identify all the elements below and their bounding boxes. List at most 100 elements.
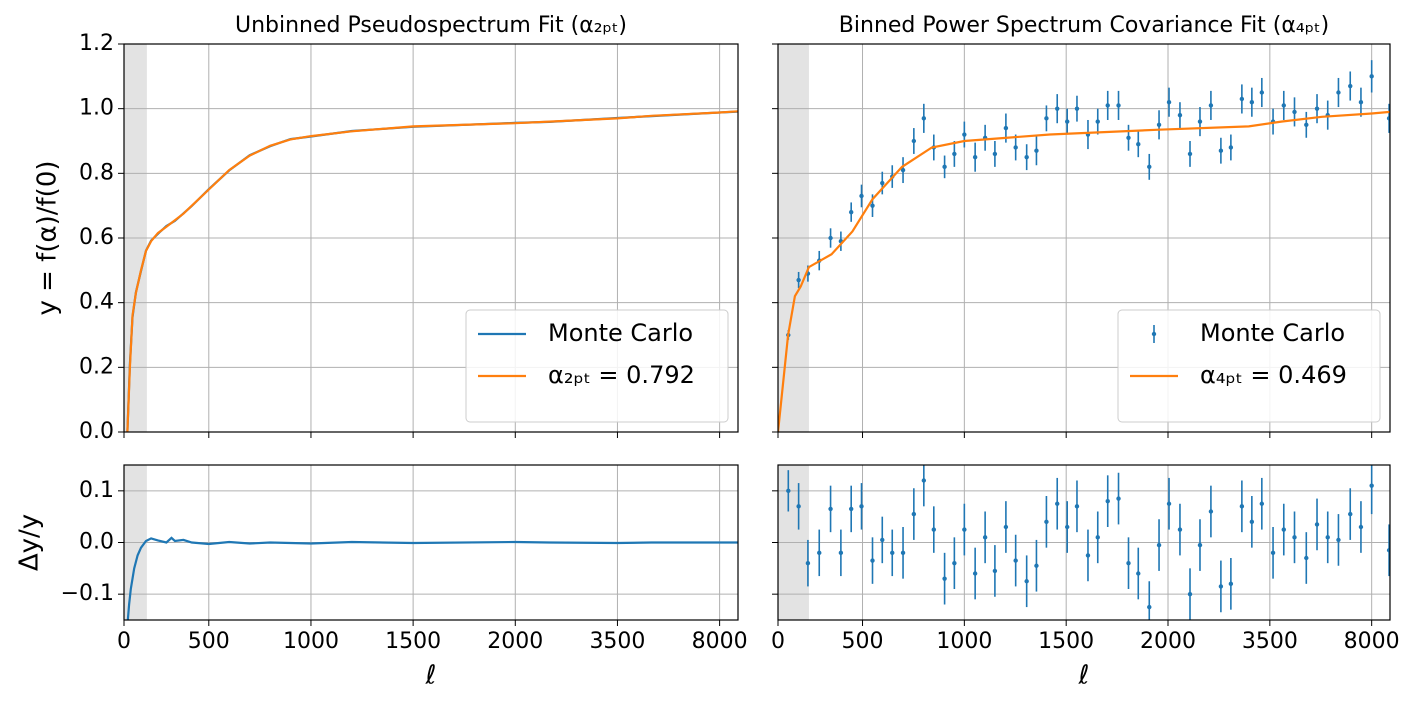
data-point (942, 576, 947, 581)
data-point (1126, 135, 1131, 140)
data-point (1166, 501, 1172, 506)
data-point (1386, 548, 1390, 553)
data-point (1044, 519, 1049, 525)
data-point (1228, 581, 1234, 587)
panel: 0.0 0.2 0.4 0.6 0.8 1.0 1.2 Unbinned Pseudospec… (33, 13, 739, 444)
legend: Monte Carlo α₄ₚₜ = 0.469 (1117, 309, 1381, 423)
data-point (1105, 103, 1110, 108)
legend-label: Monte Carlo (548, 319, 693, 347)
data-point (900, 167, 906, 173)
x-tick-label: 1000 (936, 629, 992, 654)
data-point (1074, 504, 1080, 509)
series-line (126, 536, 738, 620)
data-point (1259, 90, 1265, 95)
x-tick-label: 3500 (589, 629, 645, 654)
y-tick-label: 0.2 (79, 354, 114, 379)
data-point (1292, 535, 1297, 540)
plot-area (778, 60, 1390, 432)
data-point (1386, 116, 1390, 121)
legend-box (1117, 309, 1381, 423)
data-point (1314, 106, 1320, 111)
data-point (1024, 154, 1029, 160)
panel-title: Unbinned Pseudospectrum Fit (α₂ₚₜ) (235, 13, 627, 38)
x-tick-label: 1000 (283, 629, 339, 654)
legend-box (465, 309, 729, 423)
data-point (1116, 496, 1121, 501)
data-point (1208, 509, 1214, 514)
x-tick-label: 2000 (1140, 629, 1196, 654)
data-point (1218, 148, 1224, 153)
legend-label: α₂ₚₜ = 0.792 (548, 361, 695, 389)
data-point (1024, 579, 1029, 584)
legend: Monte Carlo α₂ₚₜ = 0.792 (465, 309, 729, 423)
x-tick-label: 500 (188, 629, 230, 654)
y-tick-label: 0.4 (79, 290, 114, 315)
data-point (1304, 555, 1309, 561)
panel: 0 500 1000 1500 2000 3500 8000 ℓ (771, 464, 1400, 691)
x-axis-label: ℓ (425, 661, 437, 691)
data-point (859, 193, 864, 199)
panel-title: Binned Power Spectrum Covariance Fit (α₄… (839, 13, 1329, 38)
data-point (870, 558, 875, 563)
x-tick-label: 500 (842, 629, 884, 654)
data-point (786, 488, 791, 494)
data-point (1239, 504, 1245, 509)
data-point (1336, 537, 1341, 543)
data-point (952, 151, 957, 157)
x-tick-label: 8000 (1344, 629, 1400, 654)
data-point (1034, 148, 1039, 153)
data-point (1013, 558, 1018, 563)
x-tick-label: 3500 (1242, 629, 1298, 654)
data-point (1249, 100, 1255, 105)
data-point (1136, 571, 1141, 576)
data-point (1369, 74, 1374, 79)
data-point (942, 164, 947, 170)
data-point (1259, 501, 1265, 506)
data-point (1325, 535, 1330, 540)
data-point (1034, 563, 1039, 568)
data-point (1281, 527, 1286, 532)
data-point (796, 277, 801, 283)
data-point (1208, 103, 1214, 108)
data-point (1187, 151, 1193, 157)
data-point (1156, 542, 1162, 548)
data-point (828, 235, 833, 241)
data-point (1013, 145, 1018, 150)
y-tick-label: 0.0 (79, 419, 114, 444)
data-point (972, 571, 978, 576)
data-point (880, 180, 885, 186)
axes-frame (777, 43, 1391, 433)
series-line (778, 110, 1390, 432)
data-point (870, 203, 875, 208)
x-tick-label: 0 (117, 629, 131, 654)
data-point (921, 116, 927, 121)
data-point (900, 550, 906, 556)
data-point (828, 506, 833, 512)
data-point (1336, 90, 1341, 95)
data-point (1187, 591, 1193, 597)
data-point (1064, 119, 1070, 124)
legend-swatch (1151, 331, 1157, 337)
data-point (1044, 116, 1049, 121)
x-tick-label: 2000 (487, 629, 543, 654)
x-tick-label: 1500 (1038, 629, 1094, 654)
data-point (1166, 100, 1172, 105)
data-point (1177, 527, 1183, 532)
data-point (859, 504, 864, 509)
y-tick-label: 0.6 (79, 225, 114, 250)
y-tick-label: 0.0 (79, 530, 114, 555)
data-point (1156, 122, 1162, 128)
data-point (817, 550, 822, 556)
plot-area (126, 536, 738, 620)
plot-area (786, 465, 1390, 620)
x-axis-label: ℓ (1078, 661, 1090, 691)
y-axis-label: Δy/y (15, 514, 45, 571)
data-point (1055, 501, 1060, 506)
data-point (1177, 112, 1183, 118)
data-point (1358, 100, 1364, 105)
data-point (1314, 522, 1320, 527)
data-point (962, 527, 967, 532)
data-point (848, 209, 854, 215)
data-point (1126, 560, 1131, 566)
data-point (1116, 103, 1121, 108)
